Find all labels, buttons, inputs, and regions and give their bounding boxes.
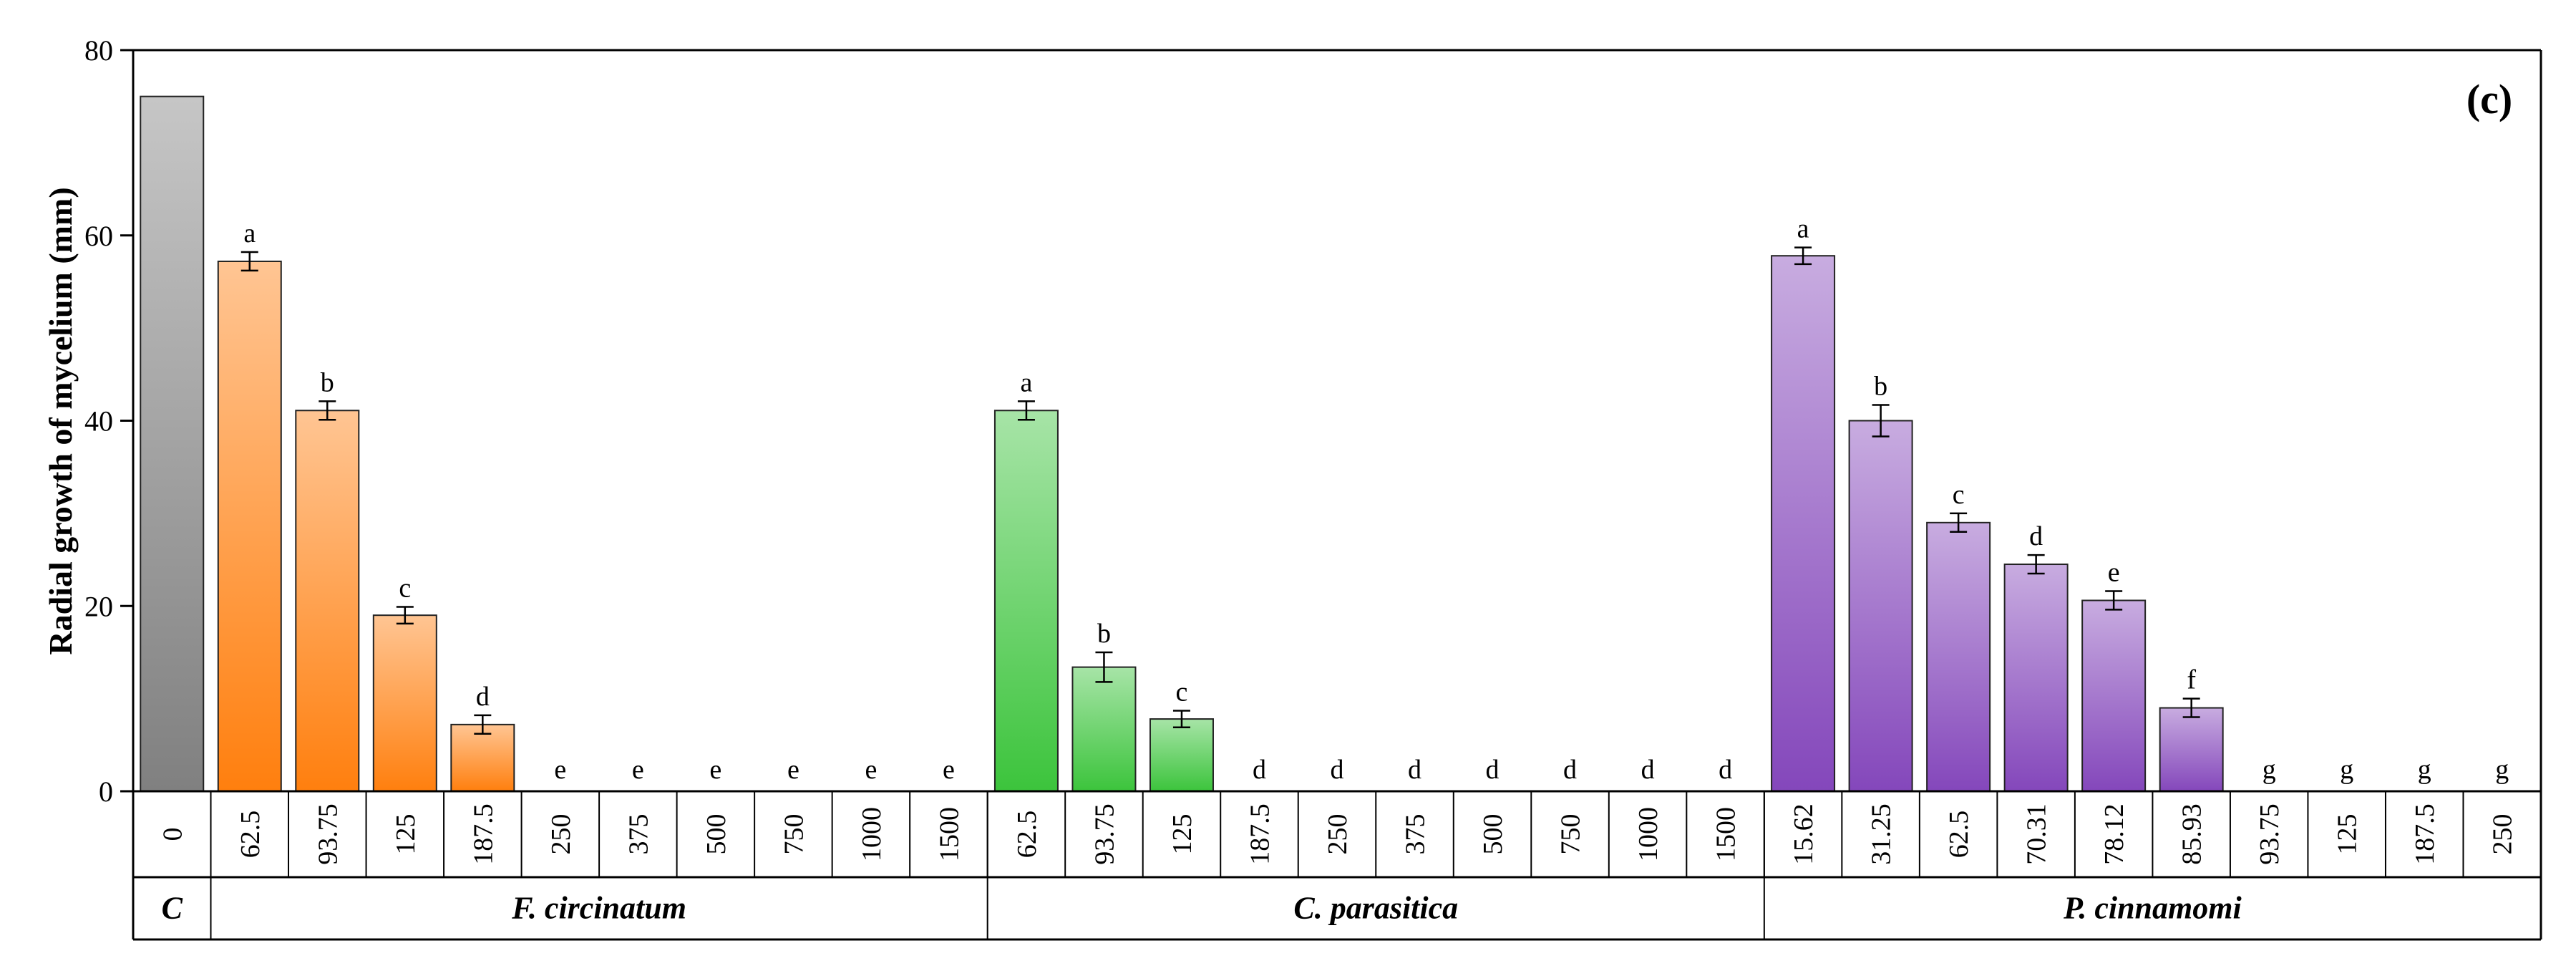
panel-label: (c) <box>2466 76 2512 122</box>
significance-letter: d <box>1486 755 1500 785</box>
x-tick-label: 1500 <box>1711 807 1741 861</box>
significance-letter: g <box>2495 755 2509 785</box>
x-tick-label: 250 <box>1323 814 1353 855</box>
group-label: P. cinnamomi <box>2063 891 2242 926</box>
y-axis-label: Radial growth of mycelium (mm) <box>42 187 79 654</box>
x-tick-label: 187.5 <box>468 803 498 865</box>
bar <box>993 410 1059 792</box>
x-tick-label: 62.5 <box>235 811 266 859</box>
significance-letter: e <box>554 755 566 785</box>
x-tick-label: 125 <box>391 814 421 855</box>
bar <box>1848 420 1913 792</box>
x-tick-label: 93.75 <box>1089 803 1119 865</box>
significance-letter: e <box>632 755 644 785</box>
significance-letter: c <box>399 574 411 604</box>
significance-letter: e <box>943 755 955 785</box>
y-tick-label: 20 <box>84 590 113 622</box>
significance-letter: d <box>1563 755 1577 785</box>
x-tick-label: 375 <box>623 814 653 855</box>
bar <box>2081 599 2147 792</box>
bar <box>1071 666 1137 793</box>
bar <box>2003 564 2069 792</box>
bar <box>217 260 282 793</box>
bar <box>295 410 360 792</box>
significance-letter: a <box>243 218 256 248</box>
bars-layer: a b c d e e e e e e a b c d d d d d d d a b c d e f g g g g <box>140 95 2509 793</box>
group-label: C <box>162 891 183 926</box>
bar <box>2159 707 2224 792</box>
y-tick-label: 0 <box>99 776 113 808</box>
significance-letter: e <box>865 755 877 785</box>
bar <box>1149 718 1214 793</box>
x-tick-label: 70.31 <box>2022 803 2052 865</box>
significance-letter: d <box>1719 755 1732 785</box>
x-tick-label: 93.75 <box>2255 803 2285 865</box>
bar <box>140 95 205 792</box>
group-label: C. parasitica <box>1293 891 1458 926</box>
significance-letter: e <box>787 755 799 785</box>
axes-layer: 0 20 40 60 80 0 C 62.5 93.75 125 187.5 250 375 500 750… <box>84 34 2542 941</box>
significance-letter: b <box>1874 372 1887 402</box>
significance-letter: c <box>1176 677 1188 707</box>
significance-letter: d <box>476 682 490 712</box>
x-tick-label: 1000 <box>1633 807 1663 861</box>
x-tick-label: 31.25 <box>1867 803 1897 865</box>
significance-letter: g <box>2262 755 2276 785</box>
x-tick-label: 78.12 <box>2099 803 2129 865</box>
group-label: F. circinatum <box>511 891 686 926</box>
significance-letter: d <box>1331 755 1344 785</box>
significance-letter: c <box>1953 480 1965 510</box>
significance-letter: d <box>2029 521 2043 551</box>
y-tick-label: 60 <box>84 220 113 252</box>
significance-letter: d <box>1253 755 1266 785</box>
x-tick-label: 250 <box>546 814 576 855</box>
significance-letter: g <box>2340 755 2353 785</box>
significance-letter: e <box>2108 558 2120 588</box>
significance-letter: d <box>1408 755 1421 785</box>
y-tick-label: 80 <box>84 34 113 67</box>
significance-letter: f <box>2187 665 2196 695</box>
y-tick-label: 40 <box>84 405 113 438</box>
significance-letter: a <box>1020 367 1032 397</box>
x-tick-label: 125 <box>2333 814 2363 855</box>
x-tick-label: 85.93 <box>2177 803 2207 865</box>
x-tick-label: 750 <box>779 814 809 855</box>
significance-letter: d <box>1641 755 1655 785</box>
x-tick-label: 0 <box>157 828 188 841</box>
x-tick-label: 750 <box>1556 814 1586 855</box>
x-tick-label: 62.5 <box>1944 811 1974 859</box>
x-tick-label: 375 <box>1401 814 1431 855</box>
x-tick-label: 187.5 <box>1245 803 1275 865</box>
bar <box>1926 521 1991 792</box>
significance-letter: b <box>321 367 334 397</box>
significance-letter: b <box>1097 619 1111 649</box>
bar <box>1771 255 1836 792</box>
x-tick-label: 62.5 <box>1012 811 1042 859</box>
x-tick-label: 125 <box>1167 814 1197 855</box>
x-tick-label: 500 <box>701 814 732 855</box>
significance-letter: a <box>1797 214 1809 244</box>
x-tick-label: 187.5 <box>2410 803 2440 865</box>
bar <box>372 614 437 792</box>
x-tick-label: 500 <box>1478 814 1508 855</box>
significance-letter: g <box>2418 755 2431 785</box>
x-tick-label: 93.75 <box>313 803 343 865</box>
significance-letter: e <box>709 755 721 785</box>
x-tick-label: 1000 <box>857 807 887 861</box>
x-tick-label: 15.62 <box>1789 803 1819 865</box>
x-tick-label: 250 <box>2488 814 2518 855</box>
x-tick-label: 1500 <box>934 807 964 861</box>
